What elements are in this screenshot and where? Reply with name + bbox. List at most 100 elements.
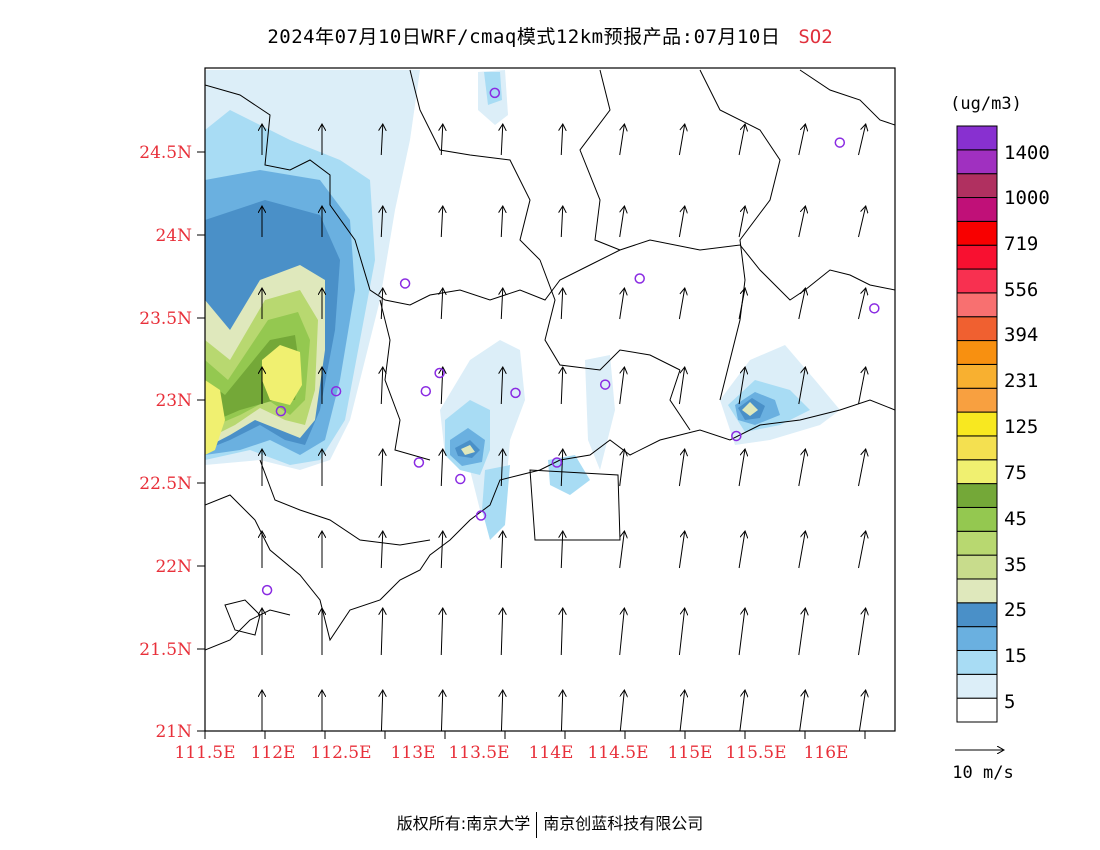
wind-arrow (678, 289, 684, 320)
station-marker (634, 273, 645, 284)
east-central-plume (585, 355, 615, 470)
lon-label: 111.5E (174, 743, 235, 763)
plume-core-west (205, 380, 225, 455)
station-marker (399, 278, 411, 289)
colorbar-label: 1000 (1004, 187, 1050, 209)
copyright-footer: 版权所有:南京大学 南京创蓝科技有限公司 (0, 810, 1100, 838)
colorbar-swatch (956, 435, 998, 461)
island-1 (224, 599, 261, 636)
wind-arrow (858, 691, 866, 731)
wind-arrow (798, 609, 805, 656)
coastline (205, 399, 895, 642)
station-marker (834, 137, 846, 148)
city-boundary-4 (699, 69, 781, 401)
colorbar-swatch (956, 292, 998, 318)
colorbar-swatch (956, 483, 998, 508)
wind-arrow (501, 609, 503, 656)
station-marker (599, 379, 611, 390)
station-marker (275, 405, 287, 417)
wind-arrow (738, 289, 745, 320)
colorbar-swatch (956, 673, 998, 699)
central-plume-peak (461, 445, 475, 455)
wind-reference-label: 10 m/s (952, 763, 1013, 783)
colorbar-label: 75 (1004, 462, 1027, 484)
wind-arrow (441, 368, 443, 405)
wind-arrow (678, 609, 684, 656)
wind-arrow (678, 207, 684, 238)
wind-arrow (619, 532, 625, 569)
lon-label: 115E (668, 743, 713, 763)
lat-label: 24.5N (139, 143, 192, 163)
city-boundary-1 (409, 69, 541, 261)
copyright-label: 版权所有: (396, 814, 467, 833)
wind-arrow (561, 289, 563, 320)
wind-arrow (501, 125, 503, 156)
wind-arrow (679, 691, 684, 731)
wind-arrow (619, 609, 625, 656)
lon-label: 114.5E (587, 743, 648, 763)
wind-arrow (858, 289, 866, 320)
colorbar-swatch (956, 697, 998, 723)
colorbar-unit: (ug/m3) (950, 94, 1022, 114)
wind-arrow (678, 450, 684, 487)
org-chuanglan: 南京创蓝科技有限公司 (543, 814, 704, 833)
wind-arrow (501, 207, 503, 238)
monitoring-stations (261, 87, 880, 596)
wind-arrow (501, 691, 503, 731)
station-marker (475, 510, 487, 521)
wind-arrow (501, 532, 503, 569)
lat-label: 21N (155, 722, 192, 742)
city-boundary-8 (669, 369, 691, 431)
station-marker (413, 457, 425, 468)
lon-label: 114E (529, 743, 574, 763)
wind-arrow (738, 532, 745, 569)
wind-arrow (561, 207, 563, 238)
wind-arrow (441, 609, 443, 656)
concentration-field (205, 69, 895, 651)
colorbar-label: 5 (1004, 691, 1015, 713)
colorbar-swatch (956, 125, 998, 151)
colorbar-label: 394 (1004, 324, 1038, 346)
station-marker (261, 584, 273, 596)
wind-arrow (858, 125, 866, 156)
lon-axis: 111.5E 112E 112.5E 113E 113.5E 114E 114.… (174, 731, 866, 763)
colorbar-label: 719 (1004, 233, 1038, 255)
lat-label: 23N (155, 391, 192, 411)
colorbar-swatch (956, 197, 998, 222)
central-south-plume (482, 465, 510, 540)
lon-label: 116E (804, 743, 849, 763)
colorbar-swatch (956, 244, 998, 270)
colorbar-label: 556 (1004, 279, 1038, 301)
peninsula-coast (205, 609, 291, 651)
wind-arrow (619, 368, 625, 405)
city-boundary-2 (539, 259, 681, 371)
wind-arrow (858, 368, 866, 405)
wind-arrow (561, 125, 563, 156)
colorbar-swatch (956, 649, 998, 675)
wind-arrow (381, 125, 383, 156)
station-marker (731, 430, 742, 442)
wind-arrow (381, 691, 383, 731)
footer-divider (536, 811, 538, 838)
colorbar-labels: 1400 1000 719 556 394 231 125 75 45 35 2… (1004, 142, 1050, 713)
wind-arrow (441, 207, 443, 238)
wind-arrow (441, 450, 443, 487)
station-marker (489, 87, 501, 99)
lon-label: 115.5E (725, 743, 786, 763)
colorbar-swatch (956, 530, 998, 556)
wind-arrow (858, 207, 866, 238)
lat-axis: 24.5N 24N 23.5N 23N 22.5N 22N 21.5N 21N (139, 143, 205, 742)
wind-arrow (619, 125, 625, 156)
wind-arrow (798, 289, 805, 320)
city-boundary-7 (259, 459, 431, 546)
colorbar-swatch (956, 220, 998, 246)
colorbar-swatch (956, 173, 998, 199)
wind-arrow (441, 289, 443, 320)
wind-arrow (798, 125, 805, 156)
station-marker (869, 303, 880, 314)
city-boundary-5 (799, 69, 895, 126)
colorbar-label: 15 (1004, 645, 1027, 667)
wind-arrow (381, 207, 383, 238)
colorbar-label: 231 (1004, 370, 1038, 392)
